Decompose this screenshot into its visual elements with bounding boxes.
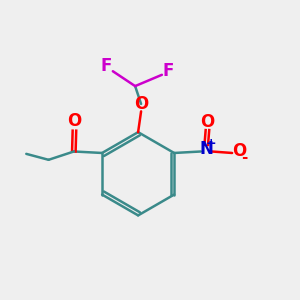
Text: O: O xyxy=(134,95,148,113)
Text: N: N xyxy=(199,140,213,158)
Text: O: O xyxy=(67,112,82,130)
Text: F: F xyxy=(163,62,174,80)
Text: O: O xyxy=(232,142,246,160)
Text: -: - xyxy=(242,150,248,165)
Text: O: O xyxy=(200,113,214,131)
Text: +: + xyxy=(206,137,216,150)
Text: F: F xyxy=(100,57,112,75)
